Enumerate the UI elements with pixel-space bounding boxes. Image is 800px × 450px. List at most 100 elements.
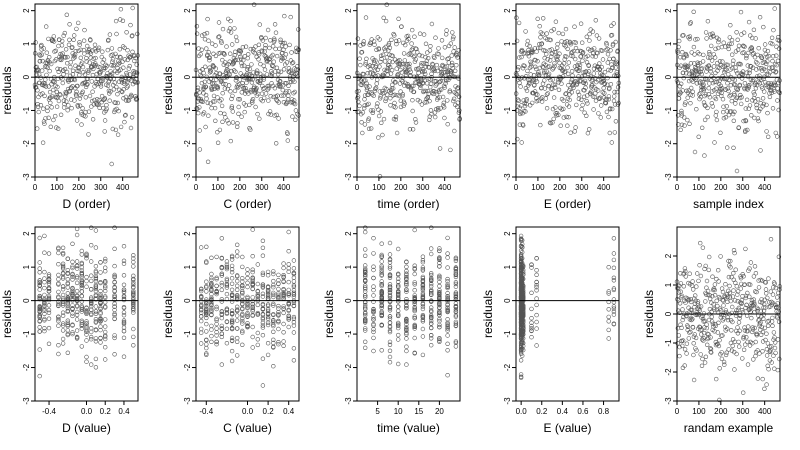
x-tick-label: 0.0 bbox=[516, 407, 528, 416]
data-point bbox=[274, 53, 280, 59]
data-point bbox=[551, 27, 557, 32]
y-tick-label: -1 bbox=[503, 330, 512, 338]
data-point bbox=[763, 80, 768, 85]
data-point bbox=[404, 325, 409, 330]
data-point bbox=[553, 19, 559, 24]
data-point bbox=[281, 275, 286, 280]
data-point bbox=[271, 337, 276, 342]
data-point bbox=[286, 269, 291, 274]
data-point bbox=[427, 98, 432, 104]
data-point bbox=[745, 290, 750, 296]
data-point bbox=[579, 40, 585, 45]
data-point bbox=[363, 311, 368, 316]
data-point bbox=[290, 60, 296, 65]
data-point bbox=[367, 90, 372, 95]
data-point bbox=[393, 114, 399, 120]
data-point bbox=[266, 85, 272, 91]
data-point bbox=[105, 47, 111, 53]
data-point bbox=[714, 276, 719, 282]
data-point bbox=[710, 104, 715, 109]
data-point bbox=[720, 297, 725, 303]
data-point bbox=[204, 303, 209, 309]
data-point bbox=[74, 293, 80, 298]
data-point bbox=[37, 278, 42, 283]
point-cloud bbox=[193, 2, 301, 165]
data-point bbox=[274, 141, 279, 146]
data-point bbox=[550, 77, 555, 82]
data-point bbox=[400, 75, 406, 80]
data-point bbox=[718, 308, 724, 313]
data-point bbox=[271, 294, 276, 300]
data-point bbox=[693, 37, 698, 42]
data-point bbox=[59, 57, 64, 63]
data-point bbox=[770, 106, 776, 111]
data-point bbox=[735, 325, 740, 330]
data-point bbox=[402, 58, 407, 63]
data-point bbox=[557, 51, 562, 56]
data-point bbox=[706, 254, 712, 260]
data-point bbox=[437, 310, 442, 315]
data-point bbox=[245, 55, 250, 61]
data-point bbox=[121, 294, 127, 299]
data-point bbox=[748, 260, 754, 265]
data-point bbox=[204, 352, 209, 357]
data-point bbox=[518, 330, 524, 335]
data-point bbox=[763, 280, 768, 285]
data-point bbox=[257, 22, 262, 27]
data-point bbox=[265, 320, 271, 325]
data-point bbox=[291, 258, 297, 263]
data-point bbox=[716, 343, 722, 349]
data-point bbox=[98, 293, 103, 298]
data-point bbox=[371, 299, 376, 304]
data-point bbox=[259, 36, 264, 41]
data-point bbox=[206, 50, 211, 55]
data-point bbox=[274, 112, 279, 118]
data-point bbox=[250, 254, 255, 259]
data-point bbox=[295, 67, 301, 72]
data-point bbox=[554, 45, 560, 50]
data-point bbox=[730, 111, 736, 117]
data-point bbox=[259, 91, 265, 96]
data-point bbox=[435, 105, 441, 111]
data-point bbox=[591, 107, 596, 112]
data-point bbox=[760, 104, 765, 109]
data-point bbox=[60, 245, 66, 251]
data-point bbox=[229, 267, 235, 272]
data-point bbox=[708, 66, 713, 71]
data-point bbox=[760, 339, 766, 344]
data-point bbox=[518, 309, 524, 314]
data-point bbox=[61, 33, 66, 38]
data-point bbox=[569, 77, 575, 82]
data-point bbox=[677, 84, 682, 89]
data-point bbox=[204, 284, 209, 289]
data-point bbox=[256, 52, 262, 57]
data-point bbox=[230, 42, 235, 47]
data-point bbox=[379, 241, 384, 246]
data-point bbox=[445, 235, 450, 241]
data-point bbox=[80, 64, 86, 70]
data-point bbox=[98, 305, 103, 310]
data-point bbox=[563, 91, 569, 96]
data-point bbox=[702, 266, 707, 272]
data-point bbox=[404, 281, 409, 286]
data-point bbox=[377, 174, 383, 179]
data-point bbox=[542, 86, 548, 91]
data-point bbox=[614, 89, 620, 95]
data-point bbox=[381, 74, 386, 79]
data-point bbox=[429, 305, 434, 310]
data-point bbox=[291, 346, 297, 351]
data-point bbox=[537, 24, 542, 29]
data-point bbox=[404, 264, 409, 269]
data-point bbox=[98, 292, 103, 297]
data-point bbox=[519, 245, 525, 250]
data-point bbox=[379, 310, 384, 316]
data-point bbox=[42, 269, 47, 275]
data-point bbox=[529, 262, 534, 267]
data-point bbox=[556, 112, 561, 118]
data-point bbox=[82, 27, 87, 33]
data-point bbox=[83, 114, 88, 119]
data-point bbox=[606, 289, 611, 294]
data-point bbox=[690, 287, 696, 292]
data-point bbox=[42, 311, 47, 316]
data-point bbox=[695, 299, 701, 304]
